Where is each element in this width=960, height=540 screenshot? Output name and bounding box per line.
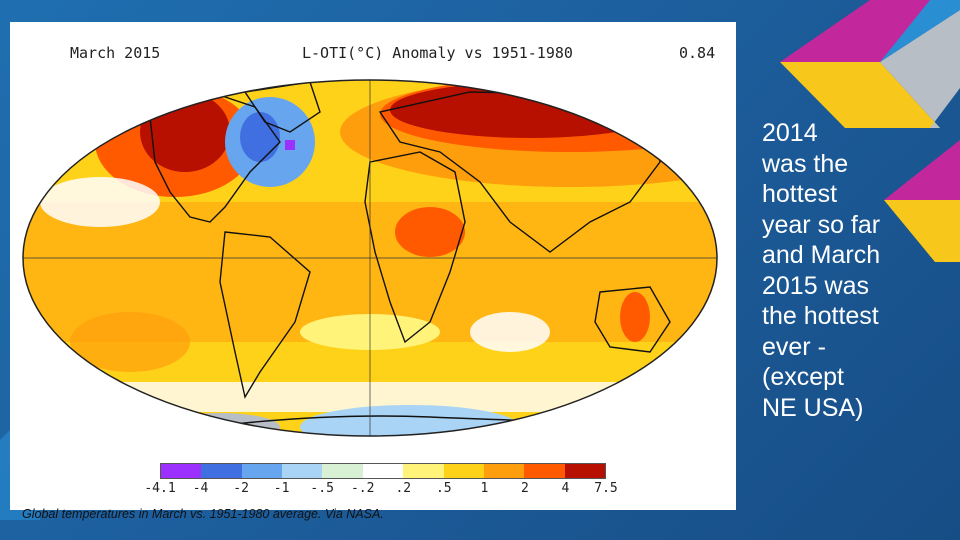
legend-swatch (201, 464, 242, 478)
legend-tick-label: 7.5 (594, 481, 618, 496)
map-date-label: March 2015 (70, 44, 161, 62)
deco-grey-chevron-top (880, 10, 960, 128)
map-caption: Global temperatures in March vs. 1951-19… (22, 507, 384, 521)
color-scale-legend: -4.1 -4 -2 -1 -.5 -.2 .2 .5 1 2 4 7.5 (144, 463, 618, 499)
legend-tick-label: 1 (480, 481, 489, 496)
legend-tick-label: 2 (520, 481, 529, 496)
legend-swatch (443, 464, 484, 478)
legend-swatch (241, 464, 283, 478)
legend-swatch (564, 464, 605, 478)
legend-swatches (160, 463, 606, 479)
legend-tick-label: -.5 (310, 481, 334, 496)
slide-text: 2014 was the hottest year so far and Mar… (762, 119, 881, 422)
temperature-map-card: March 2015 L-OTI(°C) Anomaly vs 1951-198… (10, 22, 736, 521)
legend-tick-label: 4 (561, 481, 570, 496)
map-header: March 2015 L-OTI(°C) Anomaly vs 1951-198… (10, 44, 736, 68)
legend-swatch (282, 464, 323, 478)
deco-magenta-chevron-top (780, 0, 960, 62)
legend-tick-label: -4 (192, 481, 209, 496)
legend-tick-label: -.2 (350, 481, 375, 496)
legend-swatch (483, 464, 525, 478)
world-anomaly-map (22, 79, 718, 437)
map-title: L-OTI(°C) Anomaly vs 1951-1980 (302, 44, 573, 62)
legend-swatch (161, 464, 202, 478)
legend-swatch (362, 464, 404, 478)
legend-tick-label: -4.1 (144, 481, 176, 496)
legend-tick-label: .5 (435, 481, 452, 496)
legend-ticks: -4.1 -4 -2 -1 -.5 -.2 .2 .5 1 2 4 7.5 (144, 479, 617, 499)
legend-tick-label: .2 (395, 481, 412, 496)
legend-tick-label: -2 (233, 481, 249, 496)
global-anomaly-value: 0.84 (679, 44, 716, 62)
deco-blue-chevron (880, 0, 960, 62)
legend-swatch (322, 464, 363, 478)
legend-swatch (524, 464, 565, 478)
legend-tick-label: -1 (273, 481, 290, 496)
legend-swatch (403, 464, 444, 478)
